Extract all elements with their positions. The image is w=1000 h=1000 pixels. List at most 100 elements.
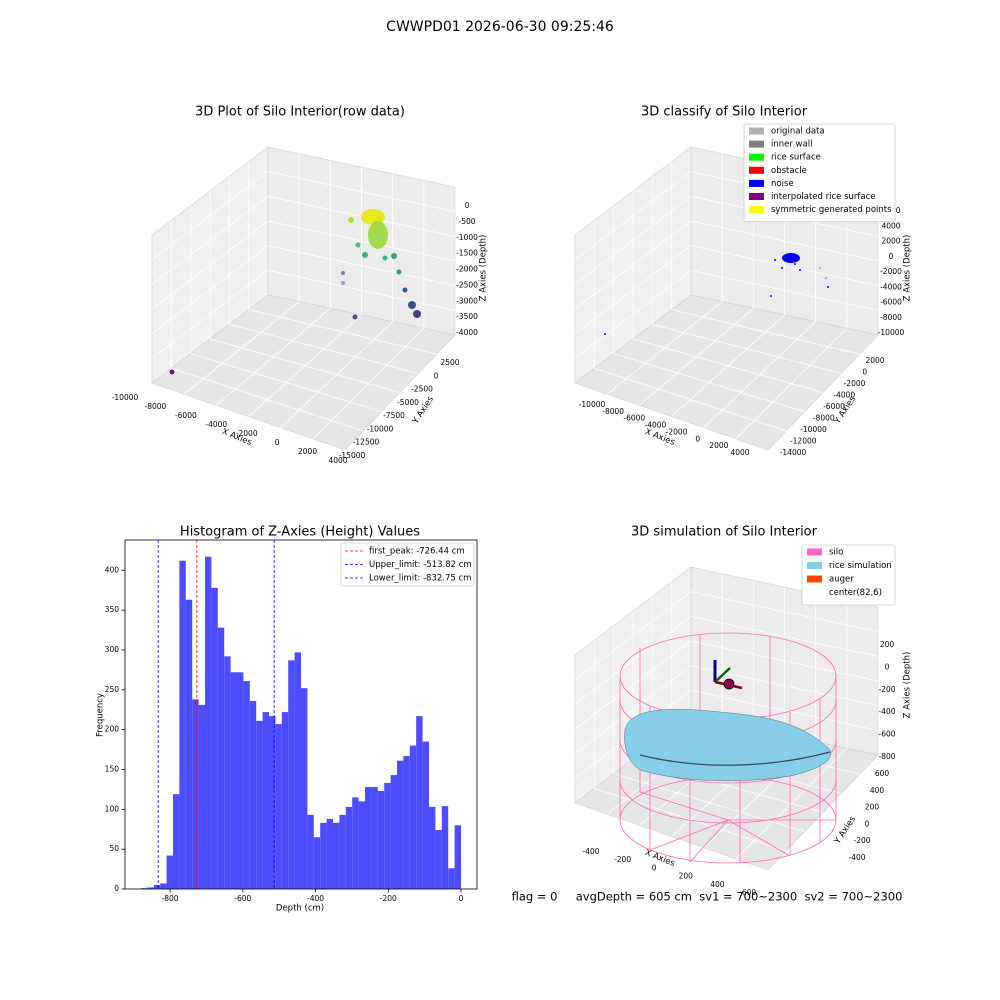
cloud-raw: [169, 209, 421, 375]
y-tick-label: -12500: [353, 438, 380, 447]
rice-surface: [624, 709, 831, 782]
z-tick-label: -400: [878, 707, 895, 716]
x-axis-label: Depth (cm): [276, 904, 324, 914]
y-tick-label: -200: [853, 836, 870, 845]
bar: [217, 627, 225, 889]
legend-swatch: [749, 140, 764, 148]
bar: [352, 797, 359, 889]
z-tick-label: -500: [458, 217, 475, 226]
bar: [345, 806, 353, 889]
x-tick-label: -10000: [112, 393, 139, 402]
legend-box: [340, 542, 475, 587]
legend-swatch: [807, 548, 822, 556]
chart-title: 3D Plot of Silo Interior(row data): [195, 105, 405, 120]
z-tick-label: 0: [885, 662, 890, 671]
bar: [371, 787, 378, 889]
bar: [403, 755, 410, 889]
y-tick-label: 300: [105, 645, 120, 654]
legend-box: [743, 123, 896, 223]
legend-label: inner wall: [771, 140, 812, 150]
y-tick-label: 0: [114, 884, 119, 893]
bar: [448, 868, 455, 889]
legend-label: Lower_limit: -832.75 cm: [369, 574, 471, 584]
y-tick-label: -10000: [800, 425, 827, 434]
x-tick-label: -400: [307, 894, 324, 903]
bar: [192, 699, 199, 889]
legend-label: rice surface: [771, 153, 821, 163]
y-tick-label: 0: [434, 371, 439, 380]
bar: [313, 837, 321, 889]
legend-label: rice simulation: [829, 561, 892, 571]
z-axis-label: Z Axies (Depth): [479, 235, 489, 302]
bar: [422, 741, 429, 889]
z-tick-label: 4000: [881, 221, 900, 230]
z-tick-label: -4000: [456, 328, 478, 337]
legend-swatch: [749, 153, 764, 161]
legend-swatch: [749, 193, 764, 200]
bar: [249, 700, 257, 889]
y-tick-label: -8000: [813, 414, 835, 423]
y-tick-label: -14000: [780, 448, 807, 457]
y-tick-label: 50: [109, 844, 119, 853]
bar: [435, 830, 442, 889]
legend-swatch: [749, 166, 764, 174]
z-tick-label: -1000: [456, 233, 478, 242]
pane-grid: [735, 748, 848, 860]
figure-title: CWWPD01 2026-06-30 09:25:46: [386, 19, 614, 35]
bar: [237, 672, 244, 889]
bar: [384, 783, 391, 889]
bar: [358, 801, 365, 889]
z-tick-label: 0: [465, 201, 470, 210]
x-tick-label: 400: [710, 880, 725, 889]
bar: [147, 887, 154, 889]
x-tick-label: 4000: [730, 448, 749, 457]
legend-swatch: [749, 206, 764, 214]
legend-label: noise: [771, 179, 794, 189]
x-tick-label: 4000: [328, 456, 347, 465]
legend-swatch: [749, 127, 764, 135]
y-tick-label: -5000: [397, 398, 419, 407]
bar: [173, 794, 180, 889]
legend-label: first_peak: -726.44 cm: [369, 547, 465, 557]
y-axis-label: Frequency: [96, 693, 106, 737]
bar: [320, 822, 327, 889]
y-tick-label: -15000: [339, 451, 366, 460]
bar: [339, 814, 346, 889]
x-tick-label: -4000: [645, 421, 667, 430]
y-tick-label: -7500: [383, 411, 405, 420]
bar: [166, 855, 173, 889]
y-tick-label: 250: [105, 685, 120, 694]
x-tick-label: -200: [614, 855, 631, 864]
z-tick-label: -3000: [456, 296, 478, 305]
bar: [198, 704, 205, 889]
legend-swatch: [807, 575, 822, 583]
bar: [294, 652, 301, 889]
legend-box: [801, 544, 896, 606]
y-tick-label: 2500: [440, 358, 459, 367]
plot-frame: [124, 539, 478, 890]
bar: [205, 556, 212, 889]
bar: [262, 712, 269, 889]
x-tick-label: 0: [275, 438, 280, 447]
y-tick-label: -6000: [823, 402, 845, 411]
z-tick-label: -2000: [456, 265, 478, 274]
y-tick-label: 600: [875, 769, 890, 778]
z-tick-label: -2000: [880, 267, 902, 276]
y-tick-label: 400: [105, 565, 120, 574]
x-tick-label: -6000: [623, 414, 645, 423]
y-tick-label: 0: [865, 819, 870, 828]
bar: [307, 814, 314, 889]
z-tick-label: -4000: [880, 282, 902, 291]
chart-title: Histogram of Z-Axies (Height) Values: [180, 525, 420, 540]
bar: [365, 787, 372, 889]
pane-grid: [735, 328, 848, 440]
x-tick-label: -200: [380, 894, 397, 903]
z-tick-label: -1500: [456, 249, 478, 258]
bar: [409, 745, 417, 889]
bar: [243, 681, 250, 889]
x-tick-label: 0: [695, 434, 700, 443]
z-tick-label: -8000: [880, 313, 902, 322]
bar: [179, 560, 186, 889]
status-text: flag = 0 avgDepth = 605 cm sv1 = 700~230…: [512, 890, 903, 904]
